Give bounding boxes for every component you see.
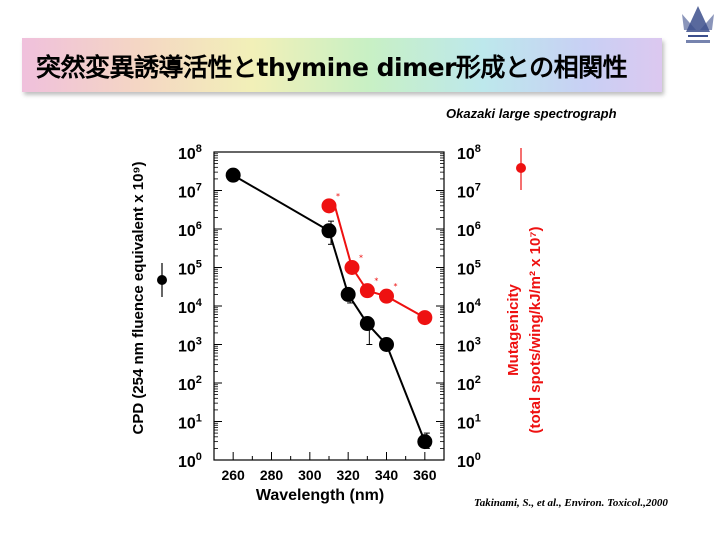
y-axis-label-left: CPD (254 nm fluence equivalent x 10⁹) <box>130 161 147 434</box>
y-tick-label-right-7: 107 <box>457 182 481 202</box>
y-tick-label-right-2: 102 <box>457 374 481 394</box>
y-tick-label-right-4: 104 <box>457 297 482 317</box>
x-tick-label-280: 280 <box>260 467 284 483</box>
data-source-label: Okazaki large spectrograph <box>446 106 617 121</box>
mutagenicity-point <box>321 198 337 214</box>
legend-left-marker <box>157 263 167 297</box>
y-tick-label-left-4: 104 <box>178 297 203 317</box>
cpd-point <box>379 337 394 352</box>
significance-asterisk: * <box>359 254 363 263</box>
significance-asterisk: * <box>374 277 378 286</box>
x-tick-label-300: 300 <box>298 467 322 483</box>
y-tick-label-left-1: 101 <box>178 413 202 433</box>
y-tick-label-right-5: 105 <box>457 259 481 279</box>
citation: Takinami, S., et al., Environ. Toxicol.,… <box>474 497 668 509</box>
legend-right-marker <box>516 148 526 190</box>
x-axis-label: Wavelength (nm) <box>256 487 384 504</box>
x-tick-label-340: 340 <box>375 467 399 483</box>
series-mutagenicity-line <box>329 204 426 319</box>
cpd-point <box>359 316 375 332</box>
y-tick-label-right-6: 106 <box>457 220 481 240</box>
y-axis-label-right-line2: (total spots/wing/kJ/m² x 10⁷) <box>527 226 544 433</box>
x-tick-label-260: 260 <box>221 467 245 483</box>
cpd-point <box>417 434 433 450</box>
university-emblem-icon <box>682 6 714 43</box>
cpd-point <box>340 286 356 302</box>
significance-asterisk: * <box>394 282 398 291</box>
y-tick-label-left-0: 100 <box>178 451 202 471</box>
y-axis-label-right-line1: Mutagenicity <box>505 284 522 376</box>
cpd-point <box>321 223 337 239</box>
slide-title: 突然変異誘導活性とthymine dimer形成との相関性 <box>36 53 628 82</box>
mutagenicity-point <box>344 260 360 275</box>
x-tick-label-360: 360 <box>413 467 437 483</box>
y-tick-label-left-5: 105 <box>178 259 202 279</box>
y-tick-label-left-7: 107 <box>178 182 202 202</box>
y-tick-label-left-2: 102 <box>178 374 202 394</box>
y-tick-label-left-8: 108 <box>178 143 202 163</box>
y-tick-label-right-3: 103 <box>457 336 481 356</box>
plot-frame <box>213 151 445 461</box>
mutagenicity-point <box>379 288 394 304</box>
title-banner: 突然変異誘導活性とthymine dimer形成との相関性 <box>22 38 662 92</box>
y-tick-label-right-0: 100 <box>457 451 481 471</box>
mutagenicity-point <box>359 283 375 299</box>
cpd-point <box>225 167 241 183</box>
y-tick-label-left-3: 103 <box>178 336 202 356</box>
significance-asterisk: * <box>336 192 340 201</box>
y-tick-label-right-1: 101 <box>457 413 481 433</box>
y-tick-label-right-8: 108 <box>457 143 481 163</box>
mutagenicity-point <box>417 310 433 326</box>
x-tick-label-320: 320 <box>336 467 360 483</box>
y-tick-label-left-6: 106 <box>178 220 202 240</box>
series-cpd-line <box>232 174 426 442</box>
